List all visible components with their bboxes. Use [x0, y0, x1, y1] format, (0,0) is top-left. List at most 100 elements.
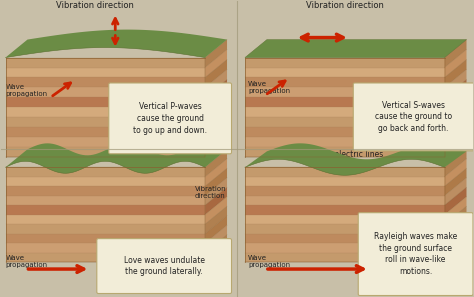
Polygon shape [445, 89, 466, 117]
Polygon shape [445, 40, 466, 67]
Polygon shape [6, 186, 205, 196]
Polygon shape [205, 178, 227, 205]
Polygon shape [245, 97, 445, 108]
Text: Wave
propagation: Wave propagation [6, 84, 47, 97]
Polygon shape [445, 178, 466, 205]
Polygon shape [205, 119, 227, 147]
Polygon shape [245, 143, 466, 175]
Polygon shape [245, 78, 445, 87]
Polygon shape [6, 108, 205, 117]
Polygon shape [6, 87, 205, 97]
Polygon shape [245, 67, 445, 78]
Polygon shape [245, 205, 445, 215]
FancyBboxPatch shape [109, 83, 231, 154]
Polygon shape [205, 50, 227, 78]
Polygon shape [6, 78, 205, 87]
Polygon shape [445, 109, 466, 137]
Polygon shape [445, 129, 466, 157]
Text: Wave
propagation: Wave propagation [248, 255, 290, 268]
Polygon shape [245, 234, 445, 243]
Text: Rayleigh waves make
the ground surface
roll in wave-like
motions.: Rayleigh waves make the ground surface r… [374, 232, 457, 276]
Polygon shape [6, 137, 205, 147]
Polygon shape [205, 159, 227, 186]
Polygon shape [445, 225, 466, 252]
Polygon shape [6, 205, 205, 215]
Polygon shape [445, 99, 466, 127]
Polygon shape [445, 216, 466, 243]
Polygon shape [6, 224, 205, 234]
Polygon shape [245, 215, 445, 224]
Polygon shape [245, 177, 445, 186]
Polygon shape [6, 58, 205, 67]
Polygon shape [205, 216, 227, 243]
Polygon shape [245, 186, 445, 196]
Polygon shape [205, 80, 227, 108]
Polygon shape [6, 196, 205, 205]
Polygon shape [6, 234, 205, 243]
Polygon shape [245, 127, 445, 137]
Text: Vertical S-waves
cause the ground to
go back and forth.: Vertical S-waves cause the ground to go … [375, 101, 452, 133]
Text: Bridge
lifting up: Bridge lifting up [168, 33, 199, 46]
Text: Wave
propagation: Wave propagation [248, 81, 290, 94]
Polygon shape [245, 87, 445, 97]
Polygon shape [245, 252, 445, 262]
Polygon shape [205, 206, 227, 234]
FancyBboxPatch shape [358, 213, 473, 296]
Polygon shape [6, 252, 205, 262]
Polygon shape [445, 187, 466, 215]
Polygon shape [245, 147, 445, 157]
Polygon shape [245, 40, 466, 58]
Polygon shape [245, 243, 445, 252]
Polygon shape [205, 225, 227, 252]
Text: Snapping electric lines: Snapping electric lines [296, 150, 383, 159]
Polygon shape [445, 149, 466, 177]
Polygon shape [205, 149, 227, 177]
Polygon shape [445, 80, 466, 108]
Text: Vibration
direction: Vibration direction [195, 186, 227, 199]
Polygon shape [205, 69, 227, 97]
Polygon shape [445, 235, 466, 262]
Polygon shape [445, 69, 466, 97]
Polygon shape [445, 168, 466, 196]
Polygon shape [6, 167, 205, 177]
Text: Wave
propagation: Wave propagation [6, 255, 47, 268]
Polygon shape [245, 108, 445, 117]
Polygon shape [245, 167, 445, 177]
Polygon shape [445, 206, 466, 234]
Polygon shape [6, 30, 227, 58]
Polygon shape [205, 129, 227, 157]
Polygon shape [205, 168, 227, 196]
Polygon shape [245, 196, 445, 205]
Polygon shape [445, 119, 466, 147]
Polygon shape [205, 197, 227, 224]
FancyBboxPatch shape [97, 238, 231, 293]
Polygon shape [6, 243, 205, 252]
Polygon shape [205, 109, 227, 137]
Polygon shape [245, 224, 445, 234]
Polygon shape [6, 67, 205, 78]
Text: Vibration direction: Vibration direction [306, 1, 383, 10]
Polygon shape [445, 197, 466, 224]
FancyBboxPatch shape [353, 83, 474, 151]
Polygon shape [445, 159, 466, 186]
Polygon shape [6, 127, 205, 137]
Text: Vibration direction: Vibration direction [56, 1, 134, 10]
Polygon shape [6, 177, 205, 186]
Polygon shape [6, 215, 205, 224]
Polygon shape [445, 50, 466, 78]
Polygon shape [6, 143, 227, 173]
Polygon shape [205, 99, 227, 127]
Polygon shape [205, 40, 227, 67]
Polygon shape [205, 187, 227, 215]
Polygon shape [445, 59, 466, 87]
Polygon shape [6, 147, 205, 157]
Polygon shape [245, 137, 445, 147]
Polygon shape [245, 58, 445, 67]
Text: Love waves undulate
the ground laterally.: Love waves undulate the ground laterally… [124, 256, 205, 277]
Polygon shape [205, 59, 227, 87]
Polygon shape [205, 89, 227, 117]
Polygon shape [205, 235, 227, 262]
Polygon shape [245, 117, 445, 127]
Polygon shape [6, 117, 205, 127]
Text: Vertical P-waves
cause the ground
to go up and down.: Vertical P-waves cause the ground to go … [133, 102, 207, 135]
